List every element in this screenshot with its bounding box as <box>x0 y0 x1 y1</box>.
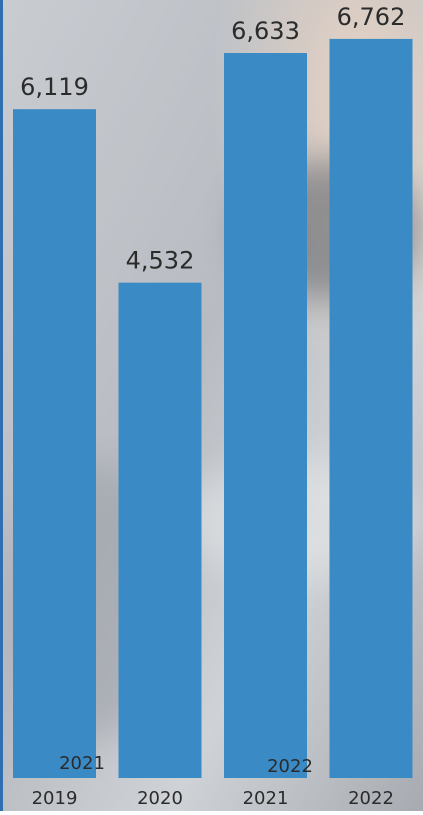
overlay-label: 2022 <box>267 756 313 777</box>
bar <box>330 39 413 778</box>
bar <box>119 283 202 778</box>
value-label: 4,532 <box>126 247 195 275</box>
x-tick-label: 2020 <box>137 788 183 809</box>
edge-strip <box>0 0 3 811</box>
x-tick-label: 2022 <box>348 788 394 809</box>
bar <box>13 109 96 778</box>
x-tick-label: 2019 <box>32 788 78 809</box>
chart: 6,119 2019 4,532 2020 6,633 2021 6,762 2022 2021… <box>0 0 423 811</box>
value-label: 6,119 <box>20 73 89 101</box>
value-label: 6,762 <box>337 3 406 31</box>
bar <box>224 53 307 778</box>
value-label: 6,633 <box>231 17 300 45</box>
x-tick-label: 2021 <box>243 788 289 809</box>
overlay-label: 2021 <box>59 753 105 774</box>
